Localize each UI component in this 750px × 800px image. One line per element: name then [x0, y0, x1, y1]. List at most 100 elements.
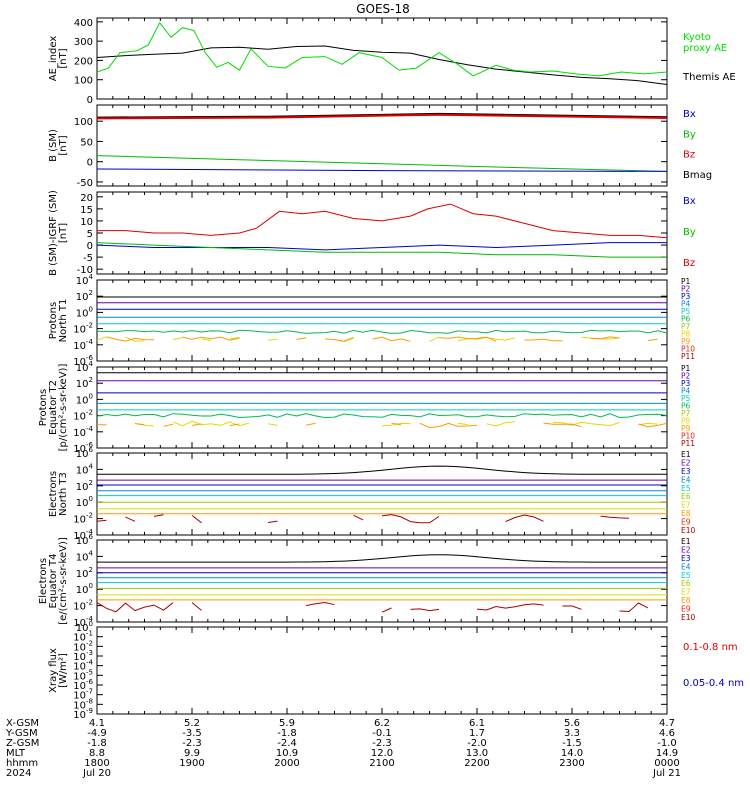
legend-entry: P6 — [681, 402, 691, 411]
series-line — [97, 242, 667, 251]
ephemeris-value: 6.1 — [469, 718, 485, 729]
y-axis-label: [nT] — [58, 135, 69, 155]
legend-entry: 0.05-0.4 nm — [683, 678, 744, 689]
y-axis-label: B (SM) — [48, 129, 59, 162]
ephemeris-value: -1.5 — [562, 738, 582, 749]
series-group — [97, 112, 667, 172]
y-tick-label: 10-6 — [73, 678, 93, 692]
legend-entry: E8 — [681, 509, 691, 518]
legend-entry: E3 — [681, 554, 691, 563]
plot-title: GOES-18 — [356, 2, 410, 16]
legend-entry: P11 — [681, 352, 695, 361]
panel-protE: 10-6 10-4 10-2 100 102 104 Protons Equator T2 [p… — [38, 360, 695, 455]
ephemeris-value: -1.8 — [87, 738, 107, 749]
series-line — [97, 21, 667, 77]
ephemeris-value: 14.0 — [561, 748, 583, 759]
ephemeris-value: 4.7 — [659, 718, 675, 729]
legend-entry: P9 — [681, 337, 691, 346]
y-tick-label: 10-4 — [73, 615, 93, 629]
legend-entry: P2 — [681, 372, 691, 381]
y-tick-label: 10-2 — [73, 322, 93, 336]
legend-entry: P4 — [681, 300, 691, 309]
panel-frame — [96, 17, 668, 100]
y-tick-label: 10 — [80, 217, 93, 228]
y-tick-label: 10-3 — [73, 649, 93, 663]
panel-frame — [96, 452, 668, 536]
y-axis-label: [nT] — [58, 223, 69, 243]
y-tick-label: 400 — [74, 18, 93, 29]
ephemeris-value: 0000 — [654, 758, 679, 769]
ephemeris-value: -2.4 — [277, 738, 297, 749]
y-tick-label: 104 — [76, 273, 94, 287]
y-tick-label: 10-4 — [73, 338, 93, 352]
series-line — [97, 168, 667, 172]
legend-entry: E2 — [681, 545, 691, 554]
legend-entry: P3 — [681, 292, 691, 301]
y-axis-label: AE_index — [48, 36, 59, 82]
ephemeris-value: 1900 — [179, 758, 204, 769]
series-line — [97, 45, 667, 85]
y-tick-label: 10-8 — [73, 697, 93, 711]
ephemeris-value: 4.1 — [89, 718, 105, 729]
legend-entry: E10 — [681, 526, 696, 535]
ephemeris-value: -4.9 — [87, 728, 107, 739]
y-tick-label: 100 — [76, 620, 93, 634]
series-group — [97, 554, 667, 613]
legend-entry: E9 — [681, 518, 691, 527]
ephemeris-row-label: hhmm — [6, 758, 38, 769]
y-tick-label: 10-4 — [73, 425, 93, 439]
legend-entry: E7 — [681, 588, 691, 597]
series-group — [97, 296, 667, 341]
legend-entry: E4 — [681, 562, 691, 571]
y-tick-label: 10-2 — [73, 599, 93, 613]
legend-entry: P5 — [681, 307, 691, 316]
y-axis-label: [e/(cm²-s-sr-keV)] — [58, 537, 69, 625]
series-group — [97, 465, 667, 523]
legend-entry: Bmag — [683, 170, 712, 181]
y-tick-label: 106 — [76, 446, 94, 460]
ephemeris-value: -3.5 — [182, 728, 202, 739]
y-axis-label: Equator T4 — [48, 554, 59, 609]
series-line — [97, 329, 667, 334]
y-axis-label: Electrons — [38, 558, 49, 604]
y-tick-label: 15 — [80, 205, 93, 216]
y-tick-label: 10-6 — [73, 354, 93, 368]
legend-entry: P11 — [681, 439, 695, 448]
series-line — [97, 203, 667, 239]
legend-entry: E6 — [681, 492, 691, 501]
y-tick-label: 0 — [87, 241, 93, 252]
legend-entry: P8 — [681, 330, 691, 339]
legend-entry: By — [683, 227, 696, 238]
series-line — [97, 413, 667, 419]
y-tick-label: 100 — [76, 495, 93, 509]
legend-entry: Themis AE — [682, 72, 736, 83]
ephemeris-value: Jul 20 — [82, 768, 111, 779]
panel-bsm: -50 0 50 100 B (SM) [nT] Bx By Bz Bmag — [48, 104, 712, 189]
legend-entry: E6 — [681, 579, 691, 588]
y-tick-label: 50 — [80, 137, 93, 148]
y-axis-label: North T3 — [58, 472, 69, 516]
ephemeris-value: -2.3 — [182, 738, 202, 749]
ephemeris-value: 5.2 — [184, 718, 200, 729]
y-axis-label: B (SM)-IGRF (SM) — [48, 190, 59, 276]
ephemeris-value: 1800 — [84, 758, 109, 769]
panel-frame — [96, 539, 668, 623]
y-tick-label: 10-1 — [73, 630, 93, 644]
ephemeris-row-label: Z-GSM — [6, 738, 39, 749]
legend-entry: E1 — [681, 537, 691, 546]
legend-entry: P1 — [681, 364, 691, 373]
ephemeris-value: 2200 — [464, 758, 489, 769]
legend-entry: Kyoto — [683, 32, 711, 43]
panel-frame — [96, 626, 668, 715]
legend-entry: P2 — [681, 285, 691, 294]
legend-entry: Bz — [683, 150, 695, 161]
y-tick-label: 10-4 — [73, 528, 93, 542]
legend-entry: E8 — [681, 596, 691, 605]
series-group — [97, 203, 667, 258]
y-tick-label: 104 — [76, 549, 94, 563]
ephemeris-value: 2000 — [274, 758, 299, 769]
